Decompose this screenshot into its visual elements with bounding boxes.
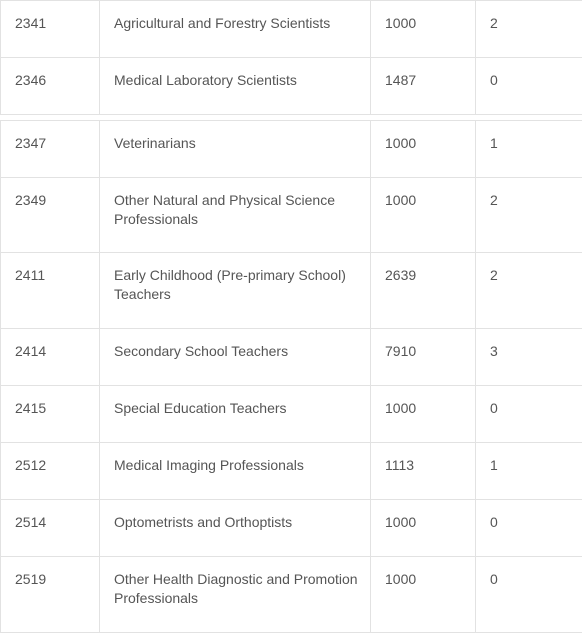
cell-title: Agricultural and Forestry Scientists: [100, 1, 371, 58]
occupation-table: 2341Agricultural and Forestry Scientists…: [0, 0, 582, 633]
cell-code: 2414: [1, 329, 100, 386]
cell-count: 1: [476, 443, 582, 500]
cell-num: 1113: [371, 443, 476, 500]
cell-count: 2: [476, 253, 582, 329]
table-row: 2512Medical Imaging Professionals11131: [1, 443, 582, 500]
cell-count: 2: [476, 1, 582, 58]
cell-num: 1000: [371, 1, 476, 58]
cell-count: 0: [476, 386, 582, 443]
cell-title: Medical Imaging Professionals: [100, 443, 371, 500]
table-row: 2349Other Natural and Physical Science P…: [1, 177, 582, 253]
occupation-table-body: 2341Agricultural and Forestry Scientists…: [1, 1, 582, 633]
cell-title: Optometrists and Orthoptists: [100, 499, 371, 556]
occupation-table-container: 2341Agricultural and Forestry Scientists…: [0, 0, 582, 633]
table-row: 2341Agricultural and Forestry Scientists…: [1, 1, 582, 58]
cell-num: 1000: [371, 120, 476, 177]
cell-title: Special Education Teachers: [100, 386, 371, 443]
table-row: 2514Optometrists and Orthoptists10000: [1, 499, 582, 556]
cell-code: 2514: [1, 499, 100, 556]
cell-count: 2: [476, 177, 582, 253]
cell-count: 1: [476, 120, 582, 177]
cell-code: 2411: [1, 253, 100, 329]
table-row: 2415Special Education Teachers10000: [1, 386, 582, 443]
cell-title: Medical Laboratory Scientists: [100, 57, 371, 114]
cell-code: 2347: [1, 120, 100, 177]
cell-title: Early Childhood (Pre-primary School) Tea…: [100, 253, 371, 329]
cell-num: 2639: [371, 253, 476, 329]
cell-code: 2341: [1, 1, 100, 58]
table-row: 2346Medical Laboratory Scientists14870: [1, 57, 582, 114]
cell-num: 1000: [371, 177, 476, 253]
cell-code: 2346: [1, 57, 100, 114]
table-row: 2414Secondary School Teachers79103: [1, 329, 582, 386]
cell-count: 0: [476, 57, 582, 114]
cell-code: 2519: [1, 556, 100, 632]
cell-code: 2415: [1, 386, 100, 443]
cell-code: 2349: [1, 177, 100, 253]
cell-count: 0: [476, 499, 582, 556]
cell-count: 3: [476, 329, 582, 386]
cell-title: Other Natural and Physical Science Profe…: [100, 177, 371, 253]
cell-count: 0: [476, 556, 582, 632]
cell-num: 1487: [371, 57, 476, 114]
cell-title: Veterinarians: [100, 120, 371, 177]
table-row: 2411Early Childhood (Pre-primary School)…: [1, 253, 582, 329]
table-row: 2347Veterinarians10001: [1, 120, 582, 177]
cell-title: Secondary School Teachers: [100, 329, 371, 386]
cell-num: 1000: [371, 499, 476, 556]
table-row: 2519Other Health Diagnostic and Promotio…: [1, 556, 582, 632]
cell-num: 1000: [371, 556, 476, 632]
cell-code: 2512: [1, 443, 100, 500]
cell-num: 1000: [371, 386, 476, 443]
cell-num: 7910: [371, 329, 476, 386]
cell-title: Other Health Diagnostic and Promotion Pr…: [100, 556, 371, 632]
